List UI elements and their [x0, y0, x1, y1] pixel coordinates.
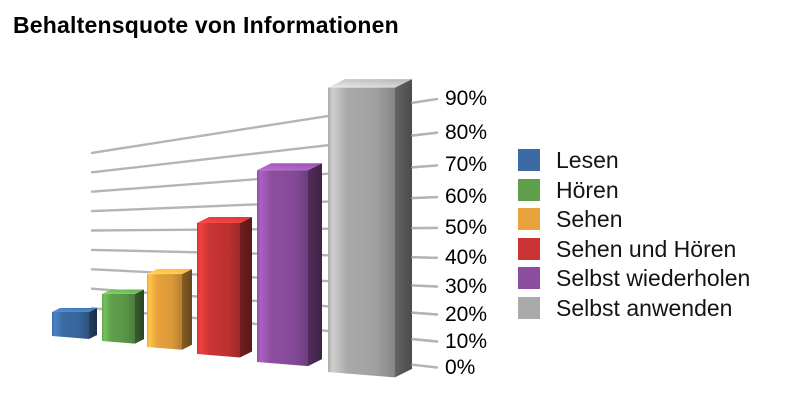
- bar-front-face: [102, 294, 135, 344]
- bar-top-face: [52, 308, 97, 312]
- chart-title: Behaltensquote von Informationen: [13, 12, 399, 38]
- bar-top-face: [257, 163, 322, 171]
- bar-side-face: [240, 217, 252, 358]
- legend-item-sehen: Sehen: [518, 206, 750, 232]
- bar-selbst-wiederholen: [257, 163, 322, 367]
- bar-front-face: [257, 170, 308, 367]
- bar-h-ren: [102, 289, 144, 344]
- bar-side-face: [395, 79, 412, 378]
- bar-front-face: [147, 274, 182, 350]
- legend-label: Hören: [556, 176, 619, 203]
- legend-swatch: [518, 178, 540, 201]
- legend: Lesen Hören Sehen Sehen und Hören Selbst…: [518, 149, 750, 319]
- legend-item-selbst-wiederholen: Selbst wiederholen: [518, 265, 751, 291]
- bar-sehen-und-h-ren: [197, 217, 252, 358]
- bar-top-face: [102, 289, 144, 294]
- bar-sehen: [147, 269, 192, 350]
- legend-label: Sehen und Hören: [556, 235, 737, 262]
- legend-label: Sehen: [556, 206, 623, 232]
- legend-swatch: [518, 149, 540, 171]
- legend-label: Selbst wiederholen: [556, 265, 751, 291]
- legend-label: Lesen: [556, 147, 619, 173]
- legend-item-selbst-anwenden: Selbst anwenden: [518, 294, 750, 321]
- bar-side-face: [308, 163, 322, 367]
- legend-label: Selbst anwenden: [556, 294, 733, 321]
- legend-item-lesen: Lesen: [518, 147, 750, 173]
- legend-item-sehen-und-hoeren: Sehen und Hören: [518, 235, 750, 262]
- legend-swatch: [518, 296, 540, 319]
- axis-ticks: [411, 97, 439, 369]
- bar-front-face: [52, 312, 89, 339]
- bar-side-face: [135, 289, 144, 344]
- bar-lesen: [52, 308, 97, 339]
- bar-front-face: [197, 223, 240, 358]
- legend-swatch: [518, 237, 540, 260]
- bar-top-face: [147, 269, 192, 275]
- bar-side-face: [89, 308, 97, 339]
- legend-item-hoeren: Hören: [518, 176, 750, 203]
- bar-top-face: [328, 79, 412, 88]
- legend-swatch: [518, 208, 540, 230]
- bar-side-face: [182, 269, 192, 350]
- legend-swatch: [518, 267, 540, 289]
- bar-selbst-anwenden: [328, 79, 412, 378]
- bar-top-face: [197, 217, 252, 223]
- bar-front-face: [328, 87, 395, 378]
